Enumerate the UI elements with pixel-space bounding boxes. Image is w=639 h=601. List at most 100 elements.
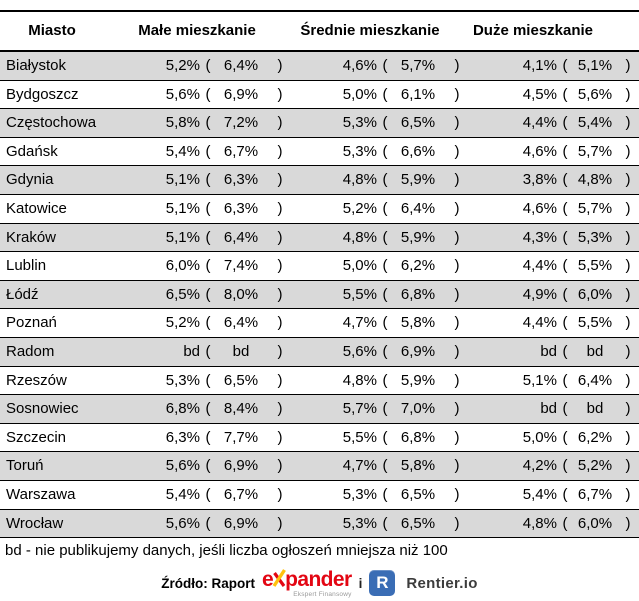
paren-close: )	[625, 85, 631, 103]
source-line: Źródło: Raport e pander Ekspert Finansow…	[0, 566, 639, 600]
paren-close: )	[625, 342, 631, 360]
paren-open: (	[562, 457, 568, 475]
male-value: 6,8%	[165, 400, 200, 418]
male-value: 5,4%	[165, 142, 200, 160]
paren-open: (	[205, 228, 211, 246]
paren-close: )	[277, 457, 283, 475]
city-name: Toruń	[6, 457, 44, 475]
city-name: Warszawa	[6, 485, 76, 503]
paren-open: (	[382, 57, 388, 74]
male-paren-value: 6,4%	[223, 314, 259, 332]
paren-close: )	[277, 257, 283, 275]
city-name: Rzeszów	[6, 371, 67, 389]
city-name: Białystok	[6, 57, 67, 74]
medium-value: 5,2%	[342, 199, 377, 217]
male-value: 6,0%	[165, 257, 200, 275]
medium-paren-value: 6,4%	[400, 199, 436, 217]
paren-open: (	[382, 342, 388, 360]
male-value: 5,6%	[165, 85, 200, 103]
paren-open: (	[205, 457, 211, 475]
paren-open: (	[562, 114, 568, 132]
paren-open: (	[562, 485, 568, 503]
male-value: 5,4%	[165, 485, 200, 503]
paren-close: )	[277, 114, 283, 132]
medium-paren-value: 6,6%	[400, 142, 436, 160]
city-name: Gdynia	[6, 171, 54, 189]
city-name: Poznań	[6, 314, 57, 332]
table-header: Miasto Małe mieszkanie Średnie mieszkani…	[0, 12, 639, 52]
male-value: 5,2%	[165, 57, 200, 74]
paren-close: )	[277, 514, 283, 532]
large-paren-value: 5,4%	[577, 114, 613, 132]
large-value: 5,4%	[522, 485, 557, 503]
paren-open: (	[382, 485, 388, 503]
paren-open: (	[205, 428, 211, 446]
medium-paren-value: 6,2%	[400, 257, 436, 275]
paren-open: (	[562, 228, 568, 246]
city-name: Gdańsk	[6, 142, 58, 160]
paren-close: )	[454, 400, 460, 418]
large-value: 4,8%	[522, 514, 557, 532]
column-header-city: Miasto	[28, 22, 76, 39]
male-paren-value: 6,5%	[223, 371, 259, 389]
male-paren-value: 7,4%	[223, 257, 259, 275]
male-value: 6,3%	[165, 428, 200, 446]
male-value: 5,6%	[165, 457, 200, 475]
male-paren-value: 8,4%	[223, 400, 259, 418]
table-row: Gdynia 5,1% ( 6,3% ) 4,8% ( 5,9% ) 3,8% …	[0, 166, 639, 195]
paren-close: )	[625, 199, 631, 217]
large-paren-value: 6,0%	[577, 285, 613, 303]
paren-close: )	[277, 314, 283, 332]
paren-close: )	[454, 285, 460, 303]
paren-close: )	[454, 142, 460, 160]
city-name: Katowice	[6, 199, 67, 217]
large-paren-value: bd	[586, 400, 604, 418]
paren-close: )	[454, 485, 460, 503]
paren-close: )	[625, 485, 631, 503]
large-value: 4,1%	[522, 57, 557, 74]
table-row: Kraków 5,1% ( 6,4% ) 4,8% ( 5,9% ) 4,3% …	[0, 223, 639, 253]
paren-open: (	[562, 142, 568, 160]
paren-open: (	[382, 257, 388, 275]
city-name: Szczecin	[6, 428, 67, 446]
paren-open: (	[562, 257, 568, 275]
paren-open: (	[382, 199, 388, 217]
medium-paren-value: 6,8%	[400, 428, 436, 446]
paren-close: )	[625, 114, 631, 132]
paren-close: )	[277, 142, 283, 160]
male-value: 5,1%	[165, 199, 200, 217]
male-paren-value: 7,2%	[223, 114, 259, 132]
paren-close: )	[625, 285, 631, 303]
paren-open: (	[562, 57, 568, 74]
large-paren-value: 6,7%	[577, 485, 613, 503]
footnote: bd - nie publikujemy danych, jeśli liczb…	[5, 542, 448, 560]
paren-open: (	[382, 142, 388, 160]
paren-close: )	[625, 457, 631, 475]
paren-open: (	[205, 85, 211, 103]
medium-value: 5,7%	[342, 400, 377, 418]
paren-open: (	[562, 514, 568, 532]
paren-close: )	[625, 142, 631, 160]
paren-close: )	[625, 400, 631, 418]
paren-open: (	[562, 171, 568, 189]
paren-open: (	[205, 114, 211, 132]
paren-close: )	[454, 171, 460, 189]
male-paren-value: 6,7%	[223, 485, 259, 503]
paren-close: )	[454, 257, 460, 275]
paren-close: )	[454, 342, 460, 360]
medium-value: 5,3%	[342, 514, 377, 532]
table-row: Szczecin 6,3% ( 7,7% ) 5,5% ( 6,8% ) 5,0…	[0, 424, 639, 453]
medium-paren-value: 7,0%	[400, 400, 436, 418]
large-paren-value: 5,1%	[577, 57, 613, 74]
paren-open: (	[562, 85, 568, 103]
medium-value: 5,6%	[342, 342, 377, 360]
paren-open: (	[562, 342, 568, 360]
paren-close: )	[454, 228, 460, 246]
medium-value: 5,5%	[342, 285, 377, 303]
paren-close: )	[625, 171, 631, 189]
city-name: Wrocław	[6, 514, 64, 532]
large-value: 4,4%	[522, 257, 557, 275]
male-value: bd	[183, 342, 200, 360]
paren-open: (	[205, 314, 211, 332]
medium-paren-value: 6,8%	[400, 285, 436, 303]
